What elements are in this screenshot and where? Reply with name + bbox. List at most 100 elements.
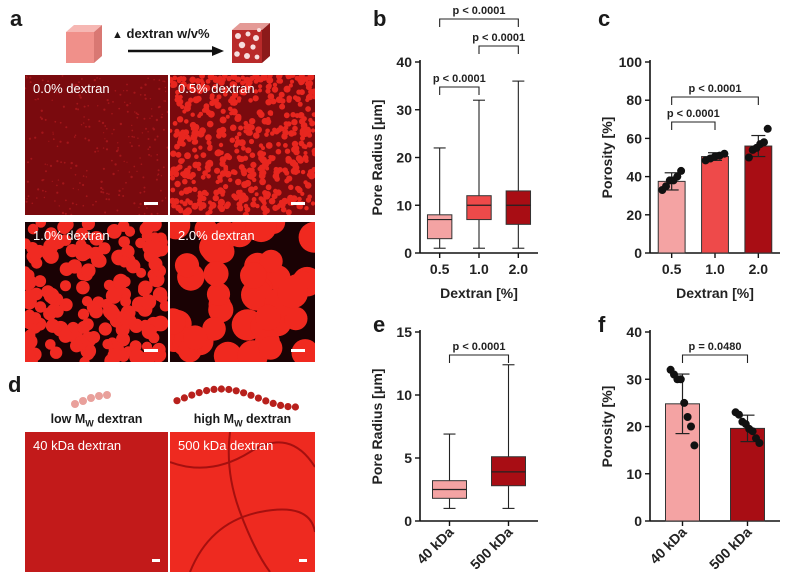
micro-500kda-dextran: 500 kDa dextran	[170, 432, 315, 572]
significance-label: p < 0.0001	[472, 32, 525, 44]
chain-bead	[232, 387, 240, 395]
scale-bar	[144, 349, 158, 352]
y-tick-label: 0	[404, 245, 412, 261]
scale-bar	[291, 349, 305, 352]
chain-bead	[188, 391, 196, 399]
box	[426, 214, 453, 240]
y-tick-label: 30	[626, 371, 642, 387]
x-tick-label: 1.0	[469, 261, 489, 277]
data-point	[687, 422, 695, 431]
panel-letter-c: c	[598, 6, 611, 31]
panel-letter-a: a	[10, 6, 23, 31]
y-tick-label: 0	[404, 513, 412, 529]
chain-bead	[173, 397, 181, 405]
significance-label: p = 0.0480	[689, 341, 742, 353]
box	[505, 190, 532, 225]
y-tick-label: 20	[396, 150, 412, 166]
chain-bead	[291, 403, 299, 411]
data-point	[673, 172, 682, 181]
chain-bead	[284, 403, 292, 411]
micro-2-0-dextran: 2.0% dextran	[170, 222, 315, 362]
data-point	[683, 413, 692, 421]
data-point	[662, 182, 670, 191]
dextran-wv-label: dextran w/v%	[126, 26, 210, 41]
micro-1-0-dextran: 1.0% dextran	[25, 222, 168, 362]
box	[466, 195, 492, 221]
significance-label: p < 0.0001	[433, 73, 486, 85]
dextran-wv-header: ▲ dextran w/v%	[112, 26, 210, 41]
y-tick-label: 40	[396, 54, 412, 70]
y-tick-label: 10	[396, 197, 412, 213]
scale-bar	[152, 559, 160, 562]
low-mw-label: low MW dextran	[50, 412, 143, 429]
y-tick-label: 100	[619, 54, 643, 70]
significance-bracket	[448, 354, 510, 363]
significance-bracket	[671, 121, 716, 130]
high-mw-label: high MW dextran	[193, 412, 292, 429]
scale-bar	[299, 559, 307, 562]
data-point	[720, 149, 729, 158]
chain-bead	[240, 389, 248, 397]
y-axis-label: Porosity [%]	[599, 117, 615, 199]
chain-bead	[203, 387, 211, 395]
chain-bead	[180, 394, 188, 402]
chart-e-pore-radius: 0 5 10 15 Pore Radius [μm] 40 kDa 500 kDa p < 0…	[369, 324, 538, 573]
x-tick-label: 2.0	[749, 261, 769, 277]
data-point	[748, 427, 757, 436]
y-tick-label: 40	[626, 169, 642, 185]
significance-bracket	[439, 86, 480, 95]
y-tick-label: 0	[634, 513, 642, 529]
micro-texture	[170, 222, 315, 362]
panel-letter-b: b	[373, 6, 387, 31]
significance-label: p < 0.0001	[453, 341, 506, 353]
panel-letter-f: f	[598, 312, 606, 337]
y-tick-label: 80	[626, 92, 642, 108]
micro-label: 1.0% dextran	[33, 228, 110, 243]
y-tick-label: 0	[634, 245, 642, 261]
y-tick-label: 15	[396, 324, 412, 340]
x-axis-label: Dextran [%]	[676, 285, 754, 301]
significance-label: p < 0.0001	[667, 108, 720, 120]
data-point	[690, 441, 699, 450]
low-mw-chain-icon	[70, 388, 114, 415]
chain-bead	[247, 391, 255, 399]
x-axis-label: Dextran [%]	[440, 285, 518, 301]
x-tick-label: 2.0	[509, 261, 529, 277]
micro-texture	[25, 432, 168, 572]
data-point	[755, 439, 764, 447]
scale-bar	[144, 202, 158, 205]
micro-texture	[170, 432, 315, 572]
significance-bracket	[439, 18, 519, 27]
micro-label: 0.0% dextran	[33, 81, 110, 96]
porous-gel-cube-icon	[228, 20, 274, 71]
significance-label: p < 0.0001	[453, 5, 506, 17]
micro-label: 0.5% dextran	[178, 81, 255, 96]
chain-bead	[210, 385, 218, 393]
chain-bead	[225, 385, 233, 394]
bar	[701, 156, 729, 254]
y-tick-label: 20	[626, 207, 642, 223]
y-tick-label: 30	[396, 102, 412, 118]
significance-bracket	[671, 96, 759, 105]
x-tick-label: 40 kDa	[646, 524, 689, 567]
data-point	[680, 398, 689, 407]
significance-bracket	[478, 45, 519, 54]
chart-c-porosity: 0 20 40 60 80 100 Porosity [%] 0.5 1.0 2.0 Dextran…	[599, 54, 780, 301]
data-point	[744, 153, 753, 162]
x-tick-label: 1.0	[705, 261, 725, 277]
y-tick-label: 10	[626, 466, 642, 482]
panel-letter-e: e	[373, 312, 386, 337]
chart-f-porosity: 0 10 20 30 40 Porosity [%] 40 kDa 500 kDa p = 0.…	[599, 324, 780, 573]
y-tick-label: 10	[396, 387, 412, 403]
micro-0-5-dextran: 0.5% dextran	[170, 75, 315, 215]
micro-texture	[25, 75, 168, 215]
box	[491, 456, 526, 487]
x-tick-label: 500 kDa	[706, 524, 755, 573]
significance-label: p < 0.0001	[689, 83, 742, 95]
chain-bead	[269, 399, 277, 407]
chain-bead	[217, 385, 225, 393]
data-point	[676, 375, 685, 384]
micro-40kda-dextran: 40 kDa dextran	[25, 432, 168, 572]
micro-texture	[170, 75, 315, 215]
x-tick-label: 0.5	[662, 261, 682, 277]
